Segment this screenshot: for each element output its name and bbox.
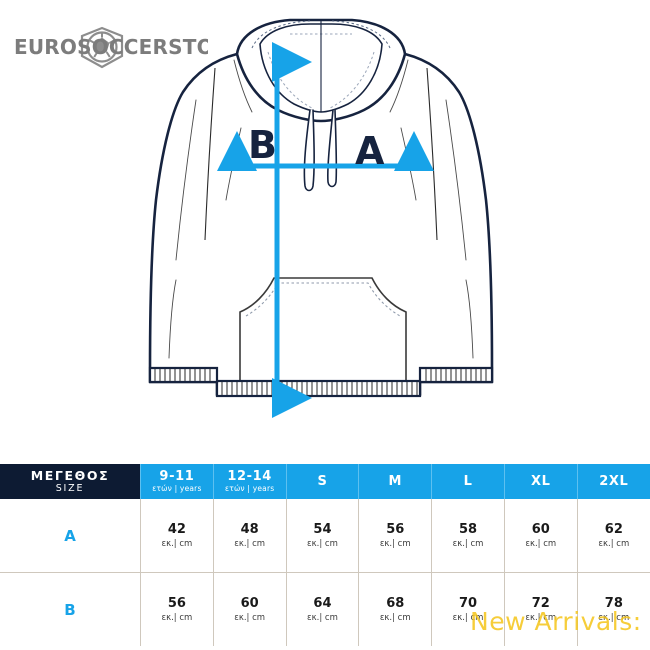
cell-a-xl: 60 εκ.| cm: [503, 499, 578, 573]
header-col-xl: XL: [503, 464, 578, 499]
header-col-m: M: [358, 464, 432, 499]
cell-value: 64: [313, 595, 332, 611]
cell-value: 78: [604, 595, 623, 611]
table-row-a: A 42 εκ.| cm 48 εκ.| cm 54 εκ.| cm 56 εκ…: [0, 499, 650, 573]
header-col-12-14: 12-14 ετών | years: [212, 464, 287, 499]
header-col-l: L: [431, 464, 505, 499]
header-col-label: 2XL: [599, 473, 629, 489]
cell-b-12-14: 60 εκ.| cm: [212, 572, 287, 646]
cell-unit: εκ.| cm: [379, 538, 411, 549]
cell-unit: εκ.| cm: [525, 612, 557, 623]
cell-unit: εκ.| cm: [307, 538, 338, 549]
cell-value: 58: [458, 521, 478, 537]
cell-value: 56: [386, 521, 405, 537]
header-size-cell: ΜΕΓΕΘΟΣ SIZE: [0, 464, 141, 499]
header-size-english: SIZE: [55, 482, 85, 494]
header-col-label: M: [388, 473, 402, 489]
cell-a-s: 54 εκ.| cm: [285, 499, 359, 573]
left-cuff-ribbing: [148, 366, 219, 384]
cell-value: 54: [313, 521, 332, 537]
measure-label-b: B: [248, 123, 277, 167]
cell-b-9-11: 56 εκ.| cm: [140, 572, 214, 646]
soccer-ball-shield-icon: [80, 26, 124, 69]
hoodie-size-diagram: B A: [148, 18, 494, 418]
cell-unit: εκ.| cm: [234, 612, 266, 623]
header-col-2xl: 2XL: [576, 464, 650, 499]
cell-unit: εκ.| cm: [161, 612, 193, 623]
cell-unit: εκ.| cm: [598, 612, 630, 623]
header-col-sub: ετών | years: [152, 483, 202, 493]
cell-value: 60: [240, 595, 259, 611]
cell-value: 42: [167, 521, 186, 537]
cell-a-m: 56 εκ.| cm: [358, 499, 432, 573]
header-col-9-11: 9-11 ετών | years: [140, 464, 214, 499]
kangaroo-pocket: [239, 277, 407, 383]
cell-value: 48: [240, 521, 259, 537]
cell-unit: εκ.| cm: [161, 538, 193, 549]
cell-a-2xl: 62 εκ.| cm: [576, 499, 650, 573]
header-size-greek: ΜΕΓΕΘΟΣ: [30, 467, 110, 483]
cell-unit: εκ.| cm: [307, 612, 338, 623]
cell-a-l: 58 εκ.| cm: [431, 499, 505, 573]
header-col-label: S: [317, 473, 328, 489]
header-col-label: XL: [531, 473, 551, 489]
brand-logo: EUROSOCCERSTORE: [8, 26, 208, 72]
header-col-s: S: [285, 464, 359, 499]
cell-unit: εκ.| cm: [525, 538, 557, 549]
table-row-b: B 56 εκ.| cm 60 εκ.| cm 64 εκ.| cm 68 εκ…: [0, 572, 650, 646]
cell-b-xl: 72 εκ.| cm: [503, 572, 578, 646]
cell-unit: εκ.| cm: [379, 612, 411, 623]
cell-value: 56: [167, 595, 186, 611]
right-cuff-ribbing: [418, 366, 494, 384]
cell-unit: εκ.| cm: [452, 612, 484, 623]
cell-b-s: 64 εκ.| cm: [285, 572, 359, 646]
header-col-label: 12-14: [227, 468, 272, 484]
cell-value: 68: [386, 595, 405, 611]
cell-value: 72: [531, 595, 550, 611]
cell-value: 62: [604, 521, 623, 537]
cell-unit: εκ.| cm: [598, 538, 630, 549]
header-col-label: 9-11: [159, 468, 195, 484]
cell-b-l: 70 εκ.| cm: [431, 572, 505, 646]
cell-a-12-14: 48 εκ.| cm: [212, 499, 287, 573]
cell-unit: εκ.| cm: [452, 538, 484, 549]
cell-value: 70: [458, 595, 478, 611]
header-col-sub: ετών | years: [224, 483, 275, 493]
cell-b-2xl: 78 εκ.| cm: [576, 572, 650, 646]
row-label-a: A: [0, 499, 141, 573]
cell-unit: εκ.| cm: [234, 538, 266, 549]
measure-label-a: A: [355, 129, 385, 173]
size-chart-table: ΜΕΓΕΘΟΣ SIZE 9-11 ετών | years 12-14 ετώ…: [0, 464, 650, 646]
cell-a-9-11: 42 εκ.| cm: [140, 499, 214, 573]
row-label-b: B: [0, 572, 141, 646]
header-col-label: L: [463, 473, 473, 489]
table-header-row: ΜΕΓΕΘΟΣ SIZE 9-11 ετών | years 12-14 ετώ…: [0, 464, 650, 499]
cell-b-m: 68 εκ.| cm: [358, 572, 432, 646]
brand-name: EUROSOCCERSTORE: [14, 35, 208, 59]
waistband-ribbing: [215, 379, 422, 398]
cell-value: 60: [531, 521, 550, 537]
